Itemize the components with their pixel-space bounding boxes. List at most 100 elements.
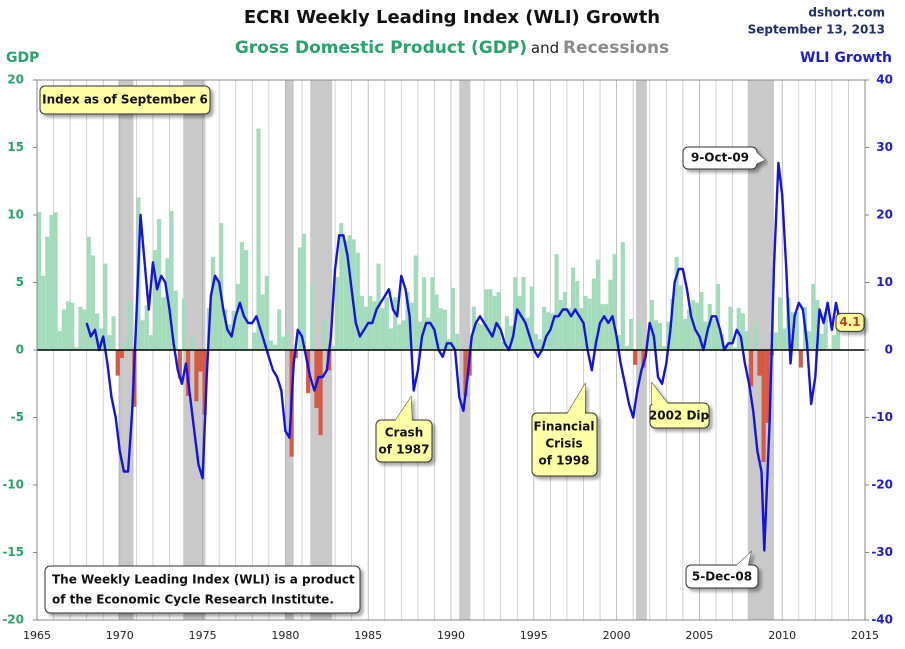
gdp-bar — [753, 323, 758, 350]
gdp-bar — [181, 298, 187, 350]
gdp-bar — [65, 301, 71, 350]
gdp-bar — [115, 350, 120, 376]
gdp-bar — [223, 309, 228, 350]
gdp-bar — [798, 350, 803, 368]
dip-note-box — [649, 402, 710, 429]
gdp-bar — [318, 350, 323, 436]
gdp-bar — [587, 298, 592, 350]
gdp-bar — [508, 325, 514, 350]
gdp-bar — [227, 324, 232, 350]
gdp-bar — [409, 302, 414, 350]
gdp-bar — [335, 277, 340, 350]
gdp-bar — [823, 312, 828, 350]
gdp-bar — [591, 278, 596, 350]
subtitle-join: and — [531, 39, 559, 57]
gdp-bar — [778, 297, 783, 350]
gdp-bar — [393, 297, 398, 350]
gdp-bar — [140, 320, 145, 350]
gdp-bar — [749, 350, 754, 387]
y-tick-label: 10 — [7, 208, 24, 222]
gdp-bar — [169, 210, 174, 350]
crash-note-text: Crash — [385, 426, 424, 440]
date: September 13, 2013 — [748, 23, 885, 37]
gdp-bar — [484, 289, 489, 350]
gdp-bar — [405, 291, 410, 350]
crisis-note-text: of 1998 — [538, 454, 589, 468]
x-tick-label: 2015 — [851, 629, 879, 642]
gdp-bar — [699, 291, 704, 350]
wli-line — [85, 161, 844, 552]
gdp-bar — [492, 296, 497, 350]
gdp-bar — [641, 350, 646, 368]
gdp-bar — [537, 339, 543, 350]
gdp-bar — [773, 332, 779, 350]
x-tick-label: 1985 — [354, 629, 382, 642]
y-tick-label: 5 — [16, 275, 24, 289]
gdp-bar — [123, 341, 129, 350]
gdp-bar — [107, 335, 112, 350]
gdp-bar — [542, 306, 547, 350]
x-tick-label: 2000 — [603, 629, 631, 642]
gdp-bar — [629, 318, 634, 350]
gdp-bar — [119, 350, 124, 359]
y-axis-title: GDP — [6, 50, 39, 66]
crisis-note-text: Financial — [534, 420, 595, 434]
gdp-bar — [190, 336, 195, 350]
gdp-bar — [86, 236, 91, 350]
gdp-bar — [575, 281, 580, 350]
gdp-bar — [533, 333, 538, 350]
gdp-bar — [430, 277, 435, 350]
gdp-bar — [61, 309, 66, 350]
gdp-bar — [653, 320, 658, 350]
gdp-bar — [600, 304, 605, 350]
gdp-bar — [388, 328, 394, 350]
gdp-bar — [579, 308, 584, 350]
chart-subtitle: Gross Domestic Product (GDP) and Recessi… — [235, 38, 669, 58]
y2-tick-label: 40 — [876, 73, 893, 87]
gdp-bar — [595, 259, 601, 350]
gdp-bar — [198, 350, 203, 372]
gdp-bar — [624, 345, 630, 350]
y-tick-label: -10 — [2, 478, 24, 492]
gdp-bar — [297, 247, 302, 350]
x-tick-label: 1970 — [106, 629, 134, 642]
gdp-bar — [355, 252, 360, 350]
gdp-bar — [330, 345, 336, 350]
gdp-bar — [736, 308, 741, 350]
gdp-bar — [442, 309, 447, 350]
gdp-bar — [161, 297, 166, 350]
footnote-text: of the Economic Cycle Research Institute… — [52, 593, 334, 607]
gdp-bar — [608, 279, 613, 350]
gdp-bar — [210, 256, 216, 350]
gdp-bar — [715, 283, 721, 350]
y-tick-label: 15 — [7, 140, 24, 154]
gdp-bar — [422, 277, 427, 350]
gdp-bar — [148, 335, 153, 350]
gdp-bar — [103, 263, 108, 350]
gdp-bar — [658, 323, 663, 350]
gdp-bar — [128, 300, 133, 350]
gdp-bar — [343, 240, 348, 350]
y-tick-label: 20 — [7, 73, 24, 87]
gdp-bar — [500, 341, 505, 350]
gdp-bar — [111, 316, 116, 350]
x-tick-label: 2010 — [768, 629, 796, 642]
gdp-bar — [475, 323, 480, 350]
gdp-bar — [757, 350, 762, 376]
gdp-bar — [285, 332, 290, 350]
gdp-bar — [41, 275, 46, 350]
x-tick-label: 1965 — [23, 629, 51, 642]
gdp-bar — [256, 128, 261, 350]
gdp-bar — [426, 317, 431, 350]
gdp-bar — [620, 242, 625, 350]
gdp-bar — [397, 324, 402, 350]
gdp-bar — [413, 255, 418, 350]
y2-tick-label: -20 — [871, 478, 893, 492]
crisis-note-box — [531, 412, 598, 477]
y2-tick-label: -10 — [871, 410, 893, 424]
legend-recessions: Recessions — [563, 38, 669, 58]
gdp-bar — [728, 306, 733, 350]
x-tick-label: 2005 — [685, 629, 713, 642]
gdp-bar — [165, 258, 170, 350]
